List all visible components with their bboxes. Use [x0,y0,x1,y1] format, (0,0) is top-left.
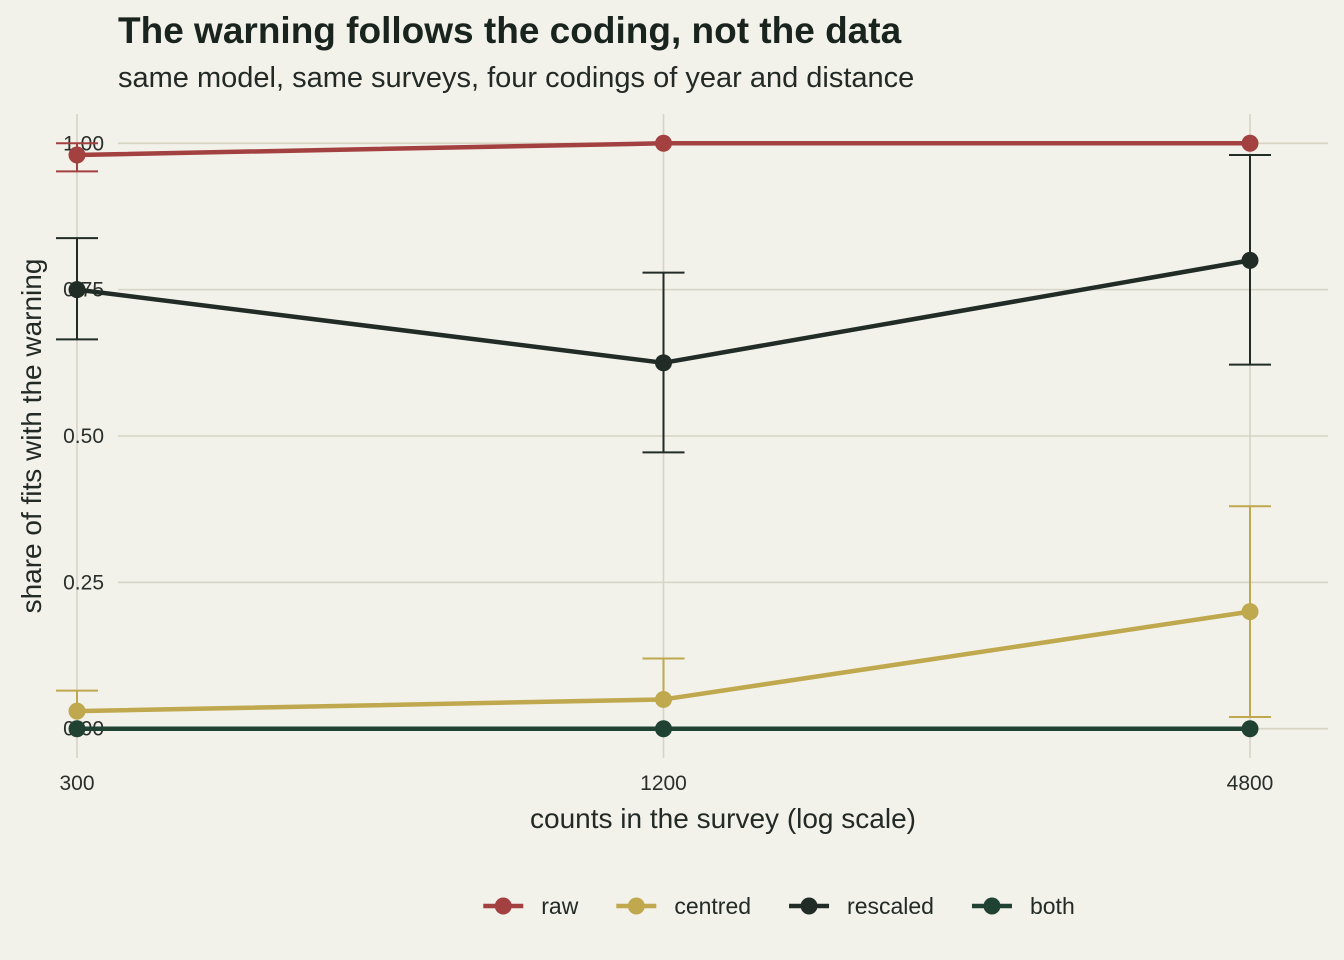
data-point-rescaled [68,281,86,299]
data-point-rescaled [1241,251,1259,269]
data-point-raw [1241,134,1259,152]
chart-title: The warning follows the coding, not the … [118,10,902,51]
x-tick-label: 300 [59,772,94,795]
data-point-both [1241,720,1259,738]
x-tick-label: 1200 [640,772,687,795]
legend-label-centred: centred [674,893,751,919]
data-point-both [68,720,86,738]
y-tick-label: 0.50 [63,425,104,448]
legend: raw centred rescaled both [483,893,1075,919]
legend-label-raw: raw [541,893,578,919]
y-axis-title: share of fits with the warning [16,259,47,614]
data-point-centred [68,702,86,720]
legend-label-rescaled: rescaled [847,893,934,919]
legend-marker-rescaled [800,897,818,915]
data-point-both [655,720,672,738]
legend-label-both: both [1030,893,1075,919]
data-point-raw [655,134,672,152]
grid-lines [76,114,1328,758]
chart-subtitle: same model, same surveys, four codings o… [118,62,915,94]
legend-marker-both [983,897,1001,915]
y-tick-label: 0.25 [63,571,104,594]
data-point-centred [655,690,672,708]
x-tick-label: 4800 [1227,772,1274,795]
legend-marker-centred [627,897,645,915]
data-point-rescaled [655,354,672,372]
legend-marker-raw [494,897,512,915]
series-points [68,134,1259,738]
data-point-centred [1241,603,1259,621]
data-point-raw [68,146,86,164]
x-axis-title: counts in the survey (log scale) [530,803,916,834]
